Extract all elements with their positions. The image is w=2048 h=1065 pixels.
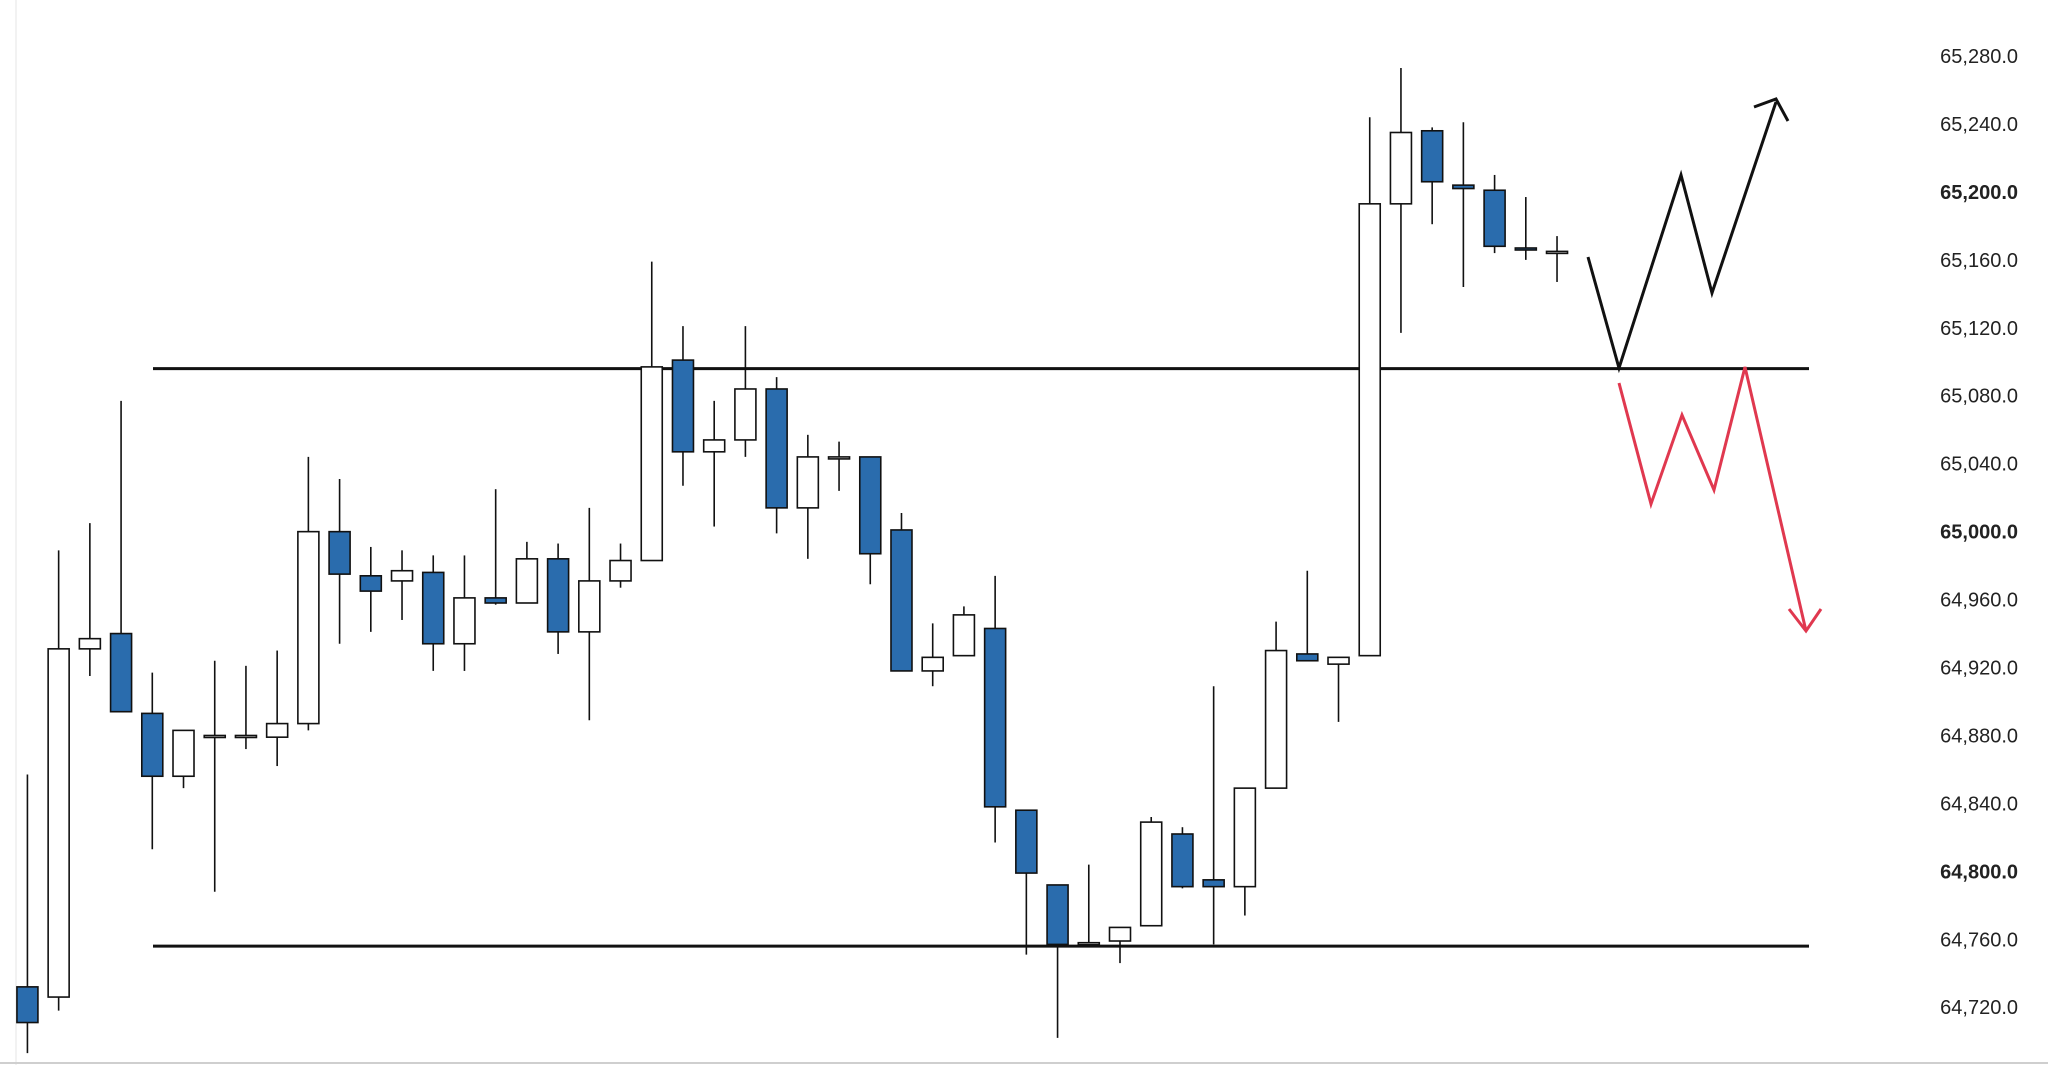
candle-body — [484, 597, 507, 604]
bullish-scenario-arrow — [1586, 101, 1778, 374]
candle-body — [78, 637, 102, 650]
arrow-head — [1753, 97, 1790, 122]
candle-body — [1015, 809, 1038, 874]
candle-body — [1139, 821, 1163, 927]
plot: 64,720.0 64,760.0 64,800.0 64,840.0 64,880.0… — [16, 46, 2018, 1054]
y-tick-label: 64,840.0 — [1940, 793, 2018, 815]
candle-body — [47, 648, 70, 998]
candle-body — [890, 529, 913, 672]
candle-body — [609, 559, 632, 582]
candle-body — [640, 366, 664, 562]
candle-body — [297, 530, 320, 725]
candle-body — [858, 456, 882, 555]
candle-body — [203, 734, 227, 739]
candle-body — [1202, 879, 1225, 888]
candle-body — [983, 627, 1007, 808]
candle-body — [827, 456, 851, 460]
candle-body — [1108, 926, 1132, 942]
candle-body — [671, 359, 695, 453]
candle-body — [453, 597, 476, 645]
candle-body — [734, 388, 757, 441]
candle-body — [1046, 884, 1069, 946]
candle-body — [265, 722, 289, 738]
candle-body — [421, 571, 445, 645]
candle-body — [1483, 189, 1506, 248]
candle-body — [765, 388, 788, 509]
y-tick-label: 65,280.0 — [1940, 46, 2018, 68]
y-tick-label: 64,880.0 — [1940, 725, 2018, 747]
y-tick-label: 64,960.0 — [1940, 590, 2018, 612]
y-tick-label: 65,200.0 — [1940, 182, 2018, 204]
candle-body — [234, 734, 258, 739]
candle-body — [1545, 250, 1569, 255]
y-tick-label: 65,160.0 — [1940, 250, 2018, 272]
candle-body — [1171, 833, 1194, 888]
candle-body — [172, 729, 195, 778]
y-tick-label: 65,040.0 — [1940, 454, 2018, 476]
y-tick-label: 65,080.0 — [1940, 386, 2018, 408]
candle-body — [1327, 656, 1350, 665]
candle-body — [1233, 787, 1257, 888]
y-tick-label: 64,920.0 — [1940, 658, 2018, 680]
candle-body — [1420, 129, 1444, 183]
y-tick-label: 65,240.0 — [1940, 114, 2018, 136]
candle-body — [546, 558, 570, 633]
candle-body — [702, 439, 726, 453]
candle-body — [1295, 653, 1319, 662]
candle-body — [515, 558, 539, 604]
candle-body — [390, 569, 414, 582]
candle-body — [1358, 203, 1382, 657]
candle-body — [16, 986, 39, 1024]
candle-body — [796, 456, 820, 509]
bearish-scenario-arrow — [1617, 366, 1808, 632]
candle-body — [1077, 941, 1101, 946]
y-tick-label: 64,720.0 — [1940, 997, 2018, 1019]
candle-body — [140, 712, 164, 778]
y-tick-label: 64,800.0 — [1940, 861, 2018, 883]
candle-body — [578, 580, 601, 633]
candle-body — [921, 656, 945, 672]
candle-body — [1264, 649, 1288, 789]
candle-body — [109, 632, 133, 713]
candle-body — [1452, 184, 1475, 190]
y-tick-label: 65,000.0 — [1940, 522, 2018, 544]
candle-body — [952, 614, 976, 657]
arrow-head — [1787, 608, 1823, 634]
candle-body — [359, 575, 383, 592]
candle-body — [328, 530, 351, 575]
candle-body — [1514, 247, 1538, 251]
candle-body — [1389, 131, 1413, 205]
y-tick-label: 65,120.0 — [1940, 318, 2018, 340]
y-tick-label: 64,760.0 — [1940, 929, 2018, 951]
